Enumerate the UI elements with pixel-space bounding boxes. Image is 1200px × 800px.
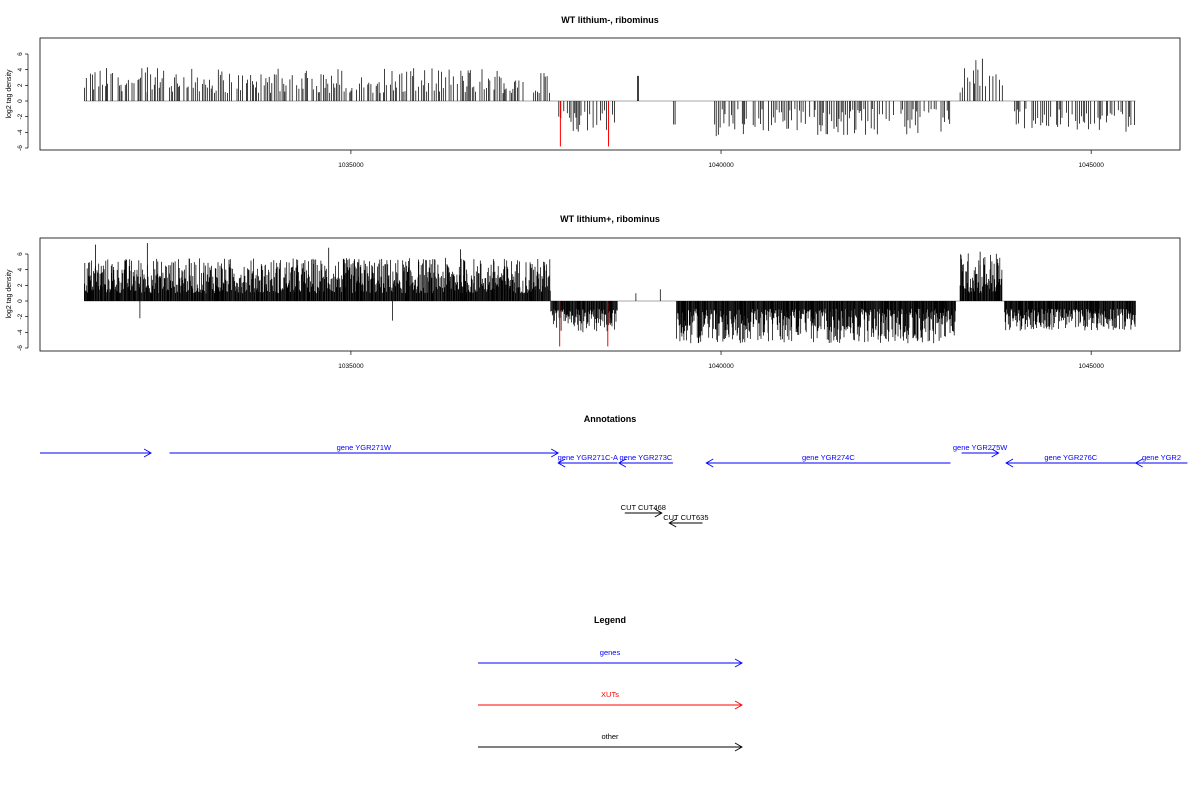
- legend-items: genes XUTs other: [478, 648, 743, 752]
- feature-label: CUT CUT635: [663, 513, 708, 522]
- x-axis: 1035000 1040000 1045000: [338, 150, 1104, 169]
- plot-frame: [39, 37, 1181, 151]
- feature-arrow: gene YGR275W: [953, 443, 1008, 458]
- x-tick-label: 1045000: [1079, 162, 1105, 169]
- y-tick-label: -2: [17, 313, 24, 319]
- legend-arrowhead: [734, 742, 743, 752]
- y-tick-label: 6: [17, 252, 24, 256]
- legend-title: Legend: [594, 615, 626, 625]
- track-panel-lithium-plus: WT lithium+, ribominus log2 tag density …: [6, 214, 1181, 370]
- feature-arrow: gene YGR276C: [1005, 453, 1136, 468]
- legend-label: genes: [600, 648, 621, 657]
- y-tick-label: 0: [17, 99, 24, 103]
- panel-title: WT lithium-, ribominus: [561, 15, 659, 25]
- y-axis: -6 -4 -2 0 2 4 6: [17, 252, 29, 351]
- bar-series: [84, 243, 1136, 347]
- arrowhead: [991, 448, 1000, 458]
- legend-label: other: [601, 732, 619, 741]
- arrowhead: [550, 448, 560, 458]
- feature-label: gene YGR273C: [619, 453, 672, 462]
- feature-label: gene YGR271C-A: [558, 453, 618, 462]
- arrowhead: [654, 508, 663, 518]
- bar-series: [84, 58, 1136, 147]
- x-tick-label: 1045000: [1079, 363, 1105, 370]
- x-tick-label: 1035000: [338, 162, 364, 169]
- legend-item: other: [478, 732, 743, 752]
- arrowhead: [1005, 458, 1014, 468]
- legend-arrowhead: [734, 700, 743, 710]
- legend-item: XUTs: [478, 690, 743, 710]
- panel-title: WT lithium+, ribominus: [560, 214, 660, 224]
- x-tick-label: 1035000: [338, 363, 364, 370]
- annotations-title: Annotations: [584, 414, 637, 424]
- feature-label: gene YGR275W: [953, 443, 1008, 452]
- feature-arrow: [40, 448, 152, 458]
- legend-label: XUTs: [601, 690, 619, 699]
- legend-arrowhead: [734, 658, 743, 668]
- y-tick-label: -4: [17, 129, 24, 135]
- arrowhead: [557, 458, 566, 468]
- arrowhead: [1134, 458, 1143, 468]
- x-axis: 1035000 1040000 1045000: [338, 351, 1104, 370]
- arrowhead: [617, 458, 627, 468]
- feature-arrow: gene YGR2: [1134, 453, 1188, 468]
- y-tick-label: 2: [17, 83, 24, 87]
- legend-item: genes: [478, 648, 743, 668]
- feature-label: CUT CUT468: [621, 503, 666, 512]
- arrowhead: [143, 448, 152, 458]
- feature-arrows: gene YGR271W gene YGR271C-A gene YGR273C ge…: [40, 443, 1188, 528]
- feature-arrow: gene YGR271C-A: [557, 453, 618, 468]
- y-axis: -6 -4 -2 0 2 4 6: [17, 52, 29, 151]
- x-tick-label: 1040000: [708, 162, 734, 169]
- legend: Legend genes XUTs other: [478, 615, 743, 752]
- y-tick-label: 0: [17, 299, 24, 303]
- feature-label: gene YGR274C: [802, 453, 855, 462]
- y-axis-label: log2 tag density: [6, 269, 13, 319]
- y-tick-label: 6: [17, 52, 24, 56]
- x-tick-label: 1040000: [708, 363, 734, 370]
- y-tick-label: 4: [17, 267, 24, 271]
- feature-arrow: CUT CUT635: [663, 513, 709, 528]
- feature-arrow: gene YGR271W: [169, 443, 560, 458]
- y-tick-label: -6: [17, 345, 24, 351]
- y-tick-label: -2: [17, 113, 24, 119]
- feature-arrow: CUT CUT468: [621, 503, 666, 518]
- y-axis-label: log2 tag density: [6, 69, 13, 119]
- y-tick-label: -6: [17, 145, 24, 151]
- y-tick-label: -4: [17, 329, 24, 335]
- arrowhead: [705, 458, 714, 468]
- y-tick-label: 2: [17, 283, 24, 287]
- y-tick-label: 4: [17, 67, 24, 71]
- feature-arrow: gene YGR273C: [617, 453, 673, 468]
- feature-label: gene YGR271W: [337, 443, 392, 452]
- feature-label: gene YGR276C: [1044, 453, 1097, 462]
- feature-label: gene YGR2: [1142, 453, 1181, 462]
- track-panel-lithium-minus: WT lithium-, ribominus log2 tag density …: [6, 15, 1181, 169]
- plot-frame: [39, 237, 1181, 352]
- feature-arrow: gene YGR274C: [705, 453, 951, 468]
- arrowhead: [668, 518, 677, 528]
